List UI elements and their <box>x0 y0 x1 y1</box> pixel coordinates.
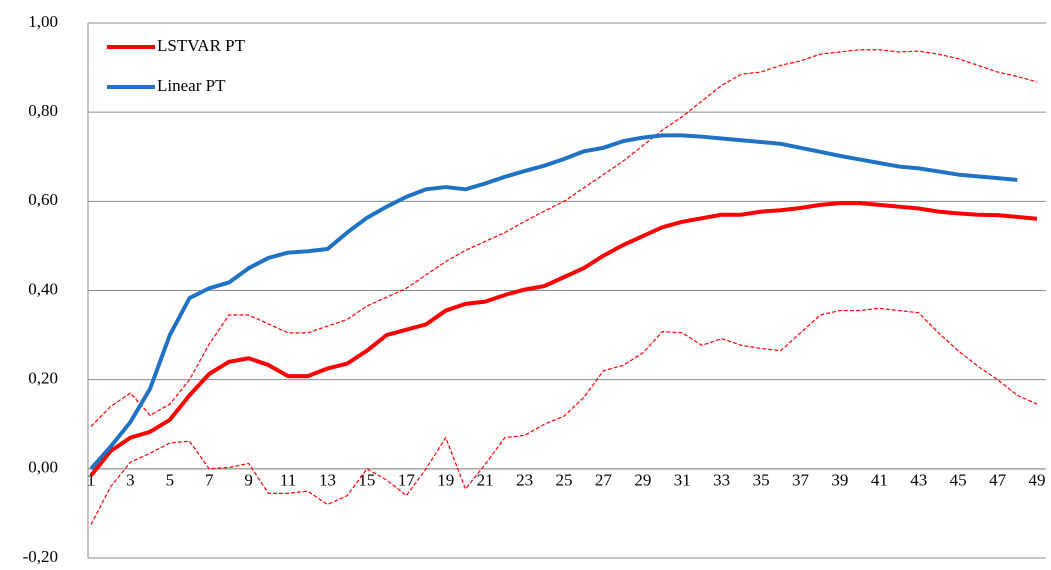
y-tick-label: 0,80 <box>28 101 58 120</box>
y-tick-label: 0,00 <box>28 458 58 477</box>
x-tick-label: 33 <box>713 471 730 490</box>
line <box>90 307 1038 525</box>
x-tick-label: 41 <box>871 471 888 490</box>
y-tick-label: 1,00 <box>28 12 58 31</box>
x-tick-label: 1 <box>87 471 96 490</box>
line <box>89 201 1038 477</box>
y-tick-label: 0,60 <box>28 190 58 209</box>
x-tick-label: 9 <box>244 471 253 490</box>
legend-label: LSTVAR PT <box>157 36 246 55</box>
x-tick-label: 27 <box>595 471 613 490</box>
x-tick-label: 15 <box>358 471 375 490</box>
x-tick-label: 7 <box>205 471 214 490</box>
y-tick-label: 0,40 <box>28 279 58 298</box>
line <box>89 133 1018 471</box>
x-tick-label: 25 <box>556 471 573 490</box>
x-tick-label: 29 <box>634 471 651 490</box>
x-tick-label: 43 <box>910 471 927 490</box>
x-tick-label: 11 <box>280 471 296 490</box>
y-tick-label: -0,20 <box>23 547 58 566</box>
legend-label: Linear PT <box>157 76 226 95</box>
x-tick-label: 37 <box>792 471 810 490</box>
x-tick-label: 45 <box>950 471 967 490</box>
x-tick-label: 39 <box>831 471 848 490</box>
x-tick-label: 23 <box>516 471 533 490</box>
x-tick-label: 31 <box>674 471 691 490</box>
x-tick-label: 5 <box>166 471 175 490</box>
x-tick-label: 47 <box>989 471 1007 490</box>
line <box>90 49 1038 427</box>
x-tick-label: 3 <box>126 471 135 490</box>
y-tick-label: 0,20 <box>28 369 58 388</box>
x-tick-label: 13 <box>319 471 336 490</box>
x-tick-label: 19 <box>437 471 454 490</box>
x-tick-label: 35 <box>753 471 770 490</box>
x-tick-label: 17 <box>398 471 416 490</box>
x-tick-label: 49 <box>1029 471 1046 490</box>
x-tick-label: 21 <box>477 471 494 490</box>
